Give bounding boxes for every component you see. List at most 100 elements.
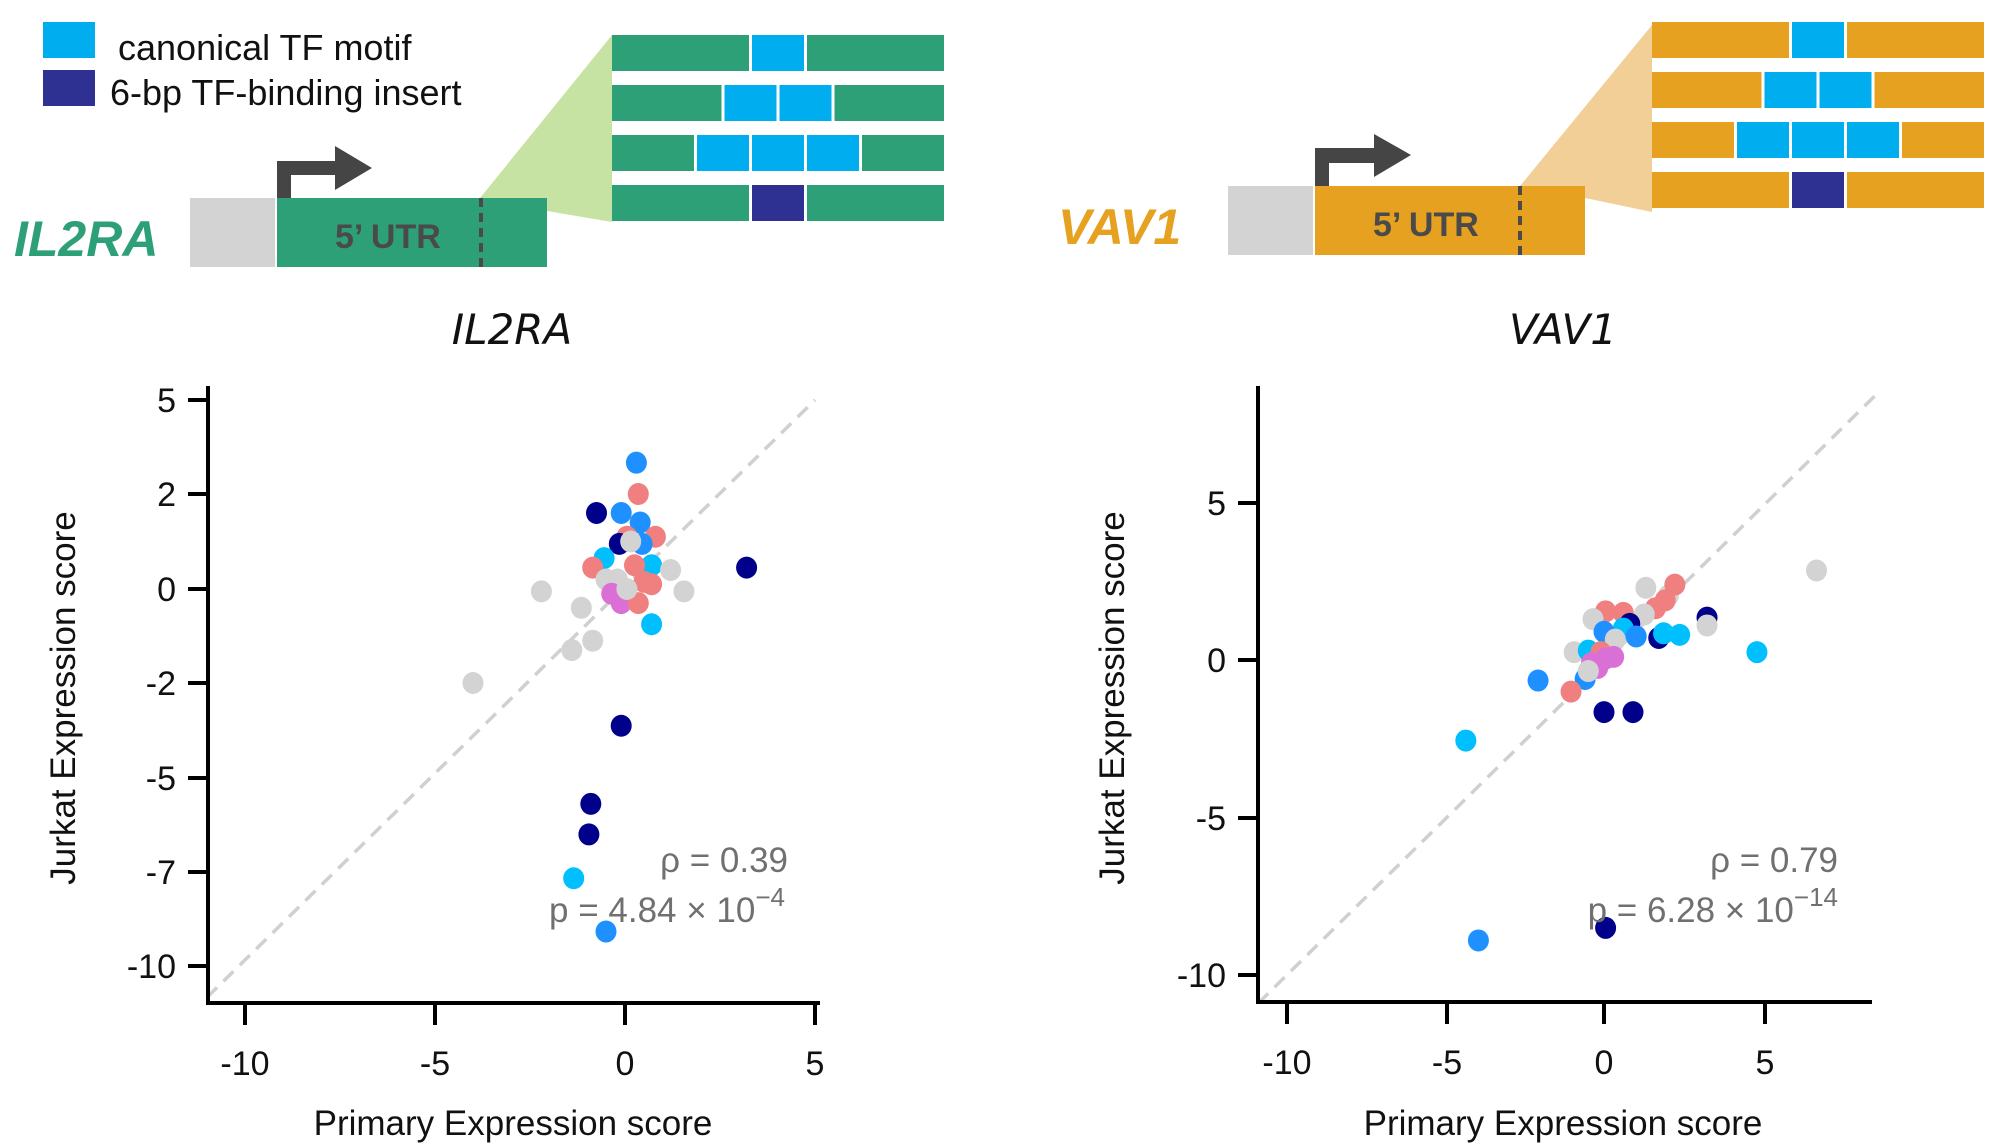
utr-label: 5’ UTR [335,218,441,256]
data-point [561,639,583,662]
utr-flank-left [612,85,722,121]
schematic-vav1: 5’ UTR VAV1 [1058,22,1984,255]
y-tick-label: -10 [127,948,176,986]
data-point [610,714,632,737]
plot-title: VAV1 [1509,305,1617,354]
data-point [1593,701,1615,724]
x-tick-label: 0 [1595,1044,1614,1082]
data-point [610,502,632,524]
tf-binding-insert-block [752,185,804,221]
legend: canonical TF motif 6-bp TF-binding inser… [43,22,462,113]
canonical-motif-block [1847,122,1899,158]
utr-flank-left [612,135,694,171]
canonical-motif-block [1792,122,1844,158]
p-value-exponent: −4 [755,882,785,912]
tf-binding-insert-block [1792,172,1844,208]
data-point [1664,573,1686,596]
x-axis-label: Primary Expression score [314,1104,713,1143]
x-axis-label: Primary Expression score [1364,1104,1763,1143]
x-tick-label: 0 [616,1045,635,1083]
scatter-plot-vav1: VAV1 5 0 -5 -10 -10 -5 0 5 Primary Expression … [1093,305,1879,1143]
data-point [1625,625,1647,648]
identity-line [205,398,817,999]
promoter-box [190,198,275,267]
data-point [1560,680,1582,703]
data-point [641,554,663,577]
legend-swatch-canonical-tf-motif [43,22,95,58]
data-point [660,559,682,581]
utr-box [1315,186,1585,255]
canonical-motif-block [724,85,777,121]
data-point [580,792,602,815]
data-point [586,502,607,524]
tss-arrow-icon [277,146,372,198]
x-tick-label: -5 [420,1045,450,1083]
utr-flank-left [1652,22,1789,58]
utr-flank-right [1847,172,1984,208]
canonical-motif-block [697,135,749,171]
p-value-annotation: p = 6.28 × 10−14 [1588,882,1838,930]
data-point [563,867,585,890]
data-point [641,613,663,636]
canonical-motif-block [752,35,804,71]
schematic-il2ra: 5’ UTR IL2RA [14,35,944,267]
data-point [620,530,642,553]
identity-line [1256,391,1879,1005]
gene-label-vav1: VAV1 [1058,199,1181,255]
data-points [1455,559,1828,952]
y-tick-label: -10 [1177,957,1226,995]
data-point [1653,622,1675,645]
canonical-motif-block [1737,122,1789,158]
data-point [1455,729,1477,752]
utr-flank-right [1874,72,1984,108]
data-point [1622,701,1644,724]
data-point [1467,929,1489,952]
data-point [462,672,484,694]
data-point [1635,576,1657,599]
data-point [1806,559,1828,582]
zoom-fan [480,35,612,222]
utr-flank-left [612,185,749,221]
data-point [627,483,649,505]
x-ticks: -10 -5 0 5 [220,1003,824,1083]
y-tick-label: -5 [1196,800,1226,838]
zoom-fan [1520,25,1652,212]
utr-box [277,198,547,267]
tss-arrow-icon [1315,134,1411,186]
data-point [570,596,592,619]
canonical-motif-block [1764,72,1817,108]
data-point [595,920,617,943]
data-point [530,580,552,603]
x-tick-label: 5 [1756,1044,1775,1082]
y-axis-label: Jurkat Expression score [44,511,83,884]
data-point [1696,614,1718,637]
data-point [624,554,645,577]
data-point [616,578,638,600]
data-point [629,511,651,534]
data-point [641,573,663,596]
data-point [1603,645,1625,668]
legend-label-canonical-tf-motif: canonical TF motif [118,27,412,68]
promoter-box [1228,186,1313,255]
rho-annotation: ρ = 0.79 [1710,841,1838,880]
utr-flank-right [1902,122,1984,158]
data-point [1595,916,1617,939]
y-tick-label: 5 [157,382,176,420]
utr-label: 5’ UTR [1373,206,1479,244]
utr-flank-right [862,135,944,171]
utr-variant-rows [612,35,944,221]
p-value-mantissa: p = 6.28 × 10 [1588,891,1794,930]
data-point [578,823,600,846]
data-point [1527,669,1549,692]
y-axis-label: Jurkat Expression score [1093,511,1132,884]
utr-flank-left [1652,172,1789,208]
y-ticks: 5 0 -5 -10 [1177,485,1258,995]
data-point [673,580,695,603]
canonical-motif-block [779,85,832,121]
x-ticks: -10 -5 0 5 [1262,1002,1774,1082]
canonical-motif-block [807,135,859,171]
y-tick-label: 0 [157,571,176,609]
scatter-plot-il2ra: IL2RA 5 2 0 -2 -5 -7 -10 -10 -5 0 5 Primary Expre… [44,305,824,1143]
x-tick-label: -10 [220,1045,269,1083]
legend-label-tf-binding-insert: 6-bp TF-binding insert [110,72,462,113]
